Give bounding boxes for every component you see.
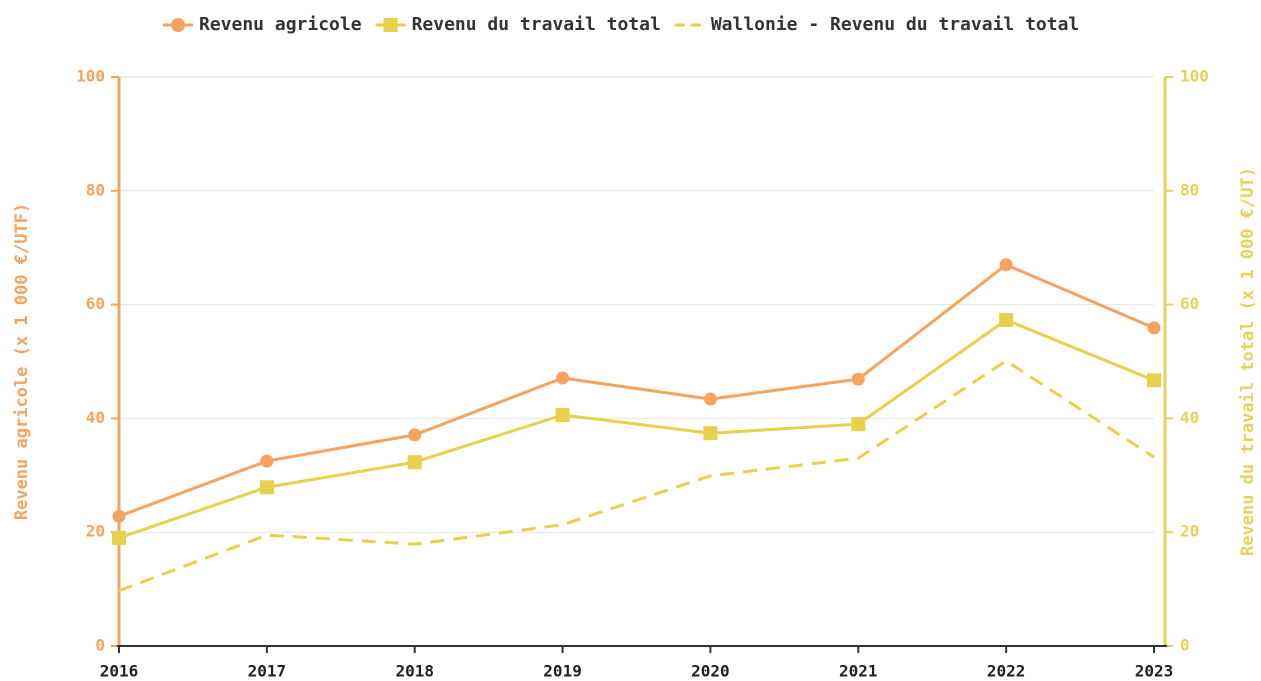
y-tick-label: 80	[86, 180, 105, 199]
series-line	[118, 359, 1155, 593]
series-line	[118, 263, 1155, 518]
y2-tick-label: 60	[1180, 294, 1199, 313]
point	[555, 407, 570, 422]
legend-label: Revenu du travail total	[412, 14, 661, 35]
y2-axis-title: Revenu du travail total (x 1 000 €/UT)	[1238, 167, 1258, 556]
x-tick-label: 2022	[987, 662, 1026, 681]
x-tick-label: 2023	[1135, 662, 1174, 681]
point	[851, 417, 866, 432]
y-tick-label: 0	[95, 636, 105, 655]
legend-label: Revenu agricole	[199, 14, 362, 35]
legend-marker	[171, 18, 185, 32]
x-tick-label: 2021	[839, 662, 878, 681]
point	[260, 454, 274, 468]
y2-tick-label: 40	[1180, 408, 1199, 427]
y-tick-label: 20	[86, 522, 105, 541]
point	[703, 392, 717, 406]
point	[851, 372, 865, 386]
point	[999, 312, 1014, 327]
legend-label: Wallonie - Revenu du travail total	[711, 14, 1079, 35]
point	[407, 455, 422, 470]
point	[703, 426, 718, 441]
point	[259, 480, 274, 495]
point	[556, 371, 570, 385]
point	[408, 428, 422, 442]
point	[1147, 373, 1161, 388]
point	[112, 509, 126, 523]
point	[112, 530, 126, 545]
x-tick-label: 2016	[100, 662, 139, 681]
y-tick-label: 40	[86, 408, 105, 427]
x-tick-label: 2020	[691, 662, 730, 681]
legend-marker	[383, 18, 398, 32]
y2-tick-label: 100	[1180, 67, 1209, 86]
x-tick-label: 2019	[543, 662, 582, 681]
series-line	[118, 318, 1155, 540]
y2-tick-label: 20	[1180, 522, 1199, 541]
y-tick-label: 100	[76, 67, 105, 86]
point	[1147, 321, 1161, 335]
x-tick-label: 2018	[395, 662, 434, 681]
point	[999, 258, 1013, 272]
y2-tick-label: 0	[1180, 636, 1190, 655]
y-tick-label: 60	[86, 294, 105, 313]
x-tick-label: 2017	[248, 662, 287, 681]
y-axis-title: Revenu agricole (x 1 000 €/UTF)	[12, 203, 32, 520]
y2-tick-label: 80	[1180, 180, 1199, 199]
